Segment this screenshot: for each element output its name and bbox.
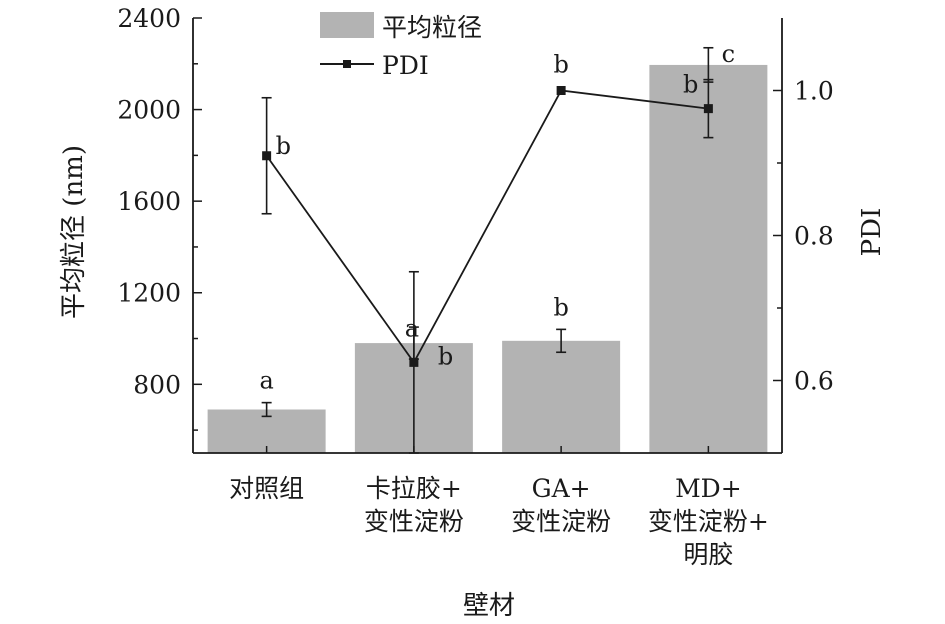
legend-bar-swatch <box>320 12 374 38</box>
y-axis-left-title: 平均粒径 (nm) <box>59 145 89 319</box>
x-category-label-4: MD+ 变性淀粉+ 明胶 <box>648 474 769 569</box>
x-category-label-4-line-3: 明胶 <box>683 540 733 569</box>
legend-line-marker <box>343 60 351 68</box>
pdi-point-4 <box>703 104 713 114</box>
y-left-tick-label-1200: 1200 <box>117 279 181 308</box>
pdi-significance-2: b <box>438 342 453 370</box>
pdi-point-2 <box>409 357 419 367</box>
bar-significance-1: a <box>259 367 273 395</box>
x-category-label-4-line-1: MD+ <box>675 474 742 503</box>
pdi-significance-4: b <box>683 71 698 99</box>
x-category-label-3: GA+ 变性淀粉 <box>511 474 611 536</box>
legend-bar-label: 平均粒径 <box>382 13 482 42</box>
y-right-tick-label-1.0: 1.0 <box>794 77 834 106</box>
y-axis-right-title: PDI <box>857 208 887 257</box>
y-left-tick-label-2400: 2400 <box>117 4 181 33</box>
x-category-label-2-line-2: 变性淀粉 <box>364 507 464 536</box>
bar-significance-3: b <box>553 293 568 321</box>
bar-3 <box>502 340 621 453</box>
bar-error-bars <box>261 46 714 418</box>
pdi-line-path <box>265 89 709 365</box>
x-category-label-2: 卡拉胶+ 变性淀粉 <box>364 474 464 536</box>
bar-series-mean-particle-size <box>207 64 768 454</box>
y-left-tick-label-800: 800 <box>133 370 181 399</box>
pdi-line-series <box>261 78 714 454</box>
x-category-label-2-line-1: 卡拉胶+ <box>366 474 462 503</box>
legend: 平均粒径 PDI <box>320 12 482 80</box>
legend-line-label: PDI <box>382 51 429 80</box>
x-category-label-3-line-2: 变性淀粉 <box>511 507 611 536</box>
pdi-point-1 <box>262 151 272 161</box>
y-left-tick-label-2000: 2000 <box>117 96 181 125</box>
x-category-label-1-line-1: 对照组 <box>229 474 304 503</box>
y-right-tick-label-0.6: 0.6 <box>794 367 834 396</box>
bar-significance-4: c <box>722 40 735 68</box>
bar-significance-2: a <box>405 314 419 342</box>
y-left-tick-label-1600: 1600 <box>117 187 181 216</box>
pdi-significance-1: b <box>276 132 291 160</box>
x-category-label-3-line-1: GA+ <box>532 474 591 503</box>
x-category-label-1: 对照组 <box>229 474 304 503</box>
x-category-label-4-line-2: 变性淀粉+ <box>648 507 769 536</box>
y-right-tick-label-0.8: 0.8 <box>794 222 834 251</box>
pdi-significance-3: b <box>553 51 568 79</box>
pdi-point-3 <box>556 86 566 95</box>
x-axis-title: 壁材 <box>463 591 515 621</box>
